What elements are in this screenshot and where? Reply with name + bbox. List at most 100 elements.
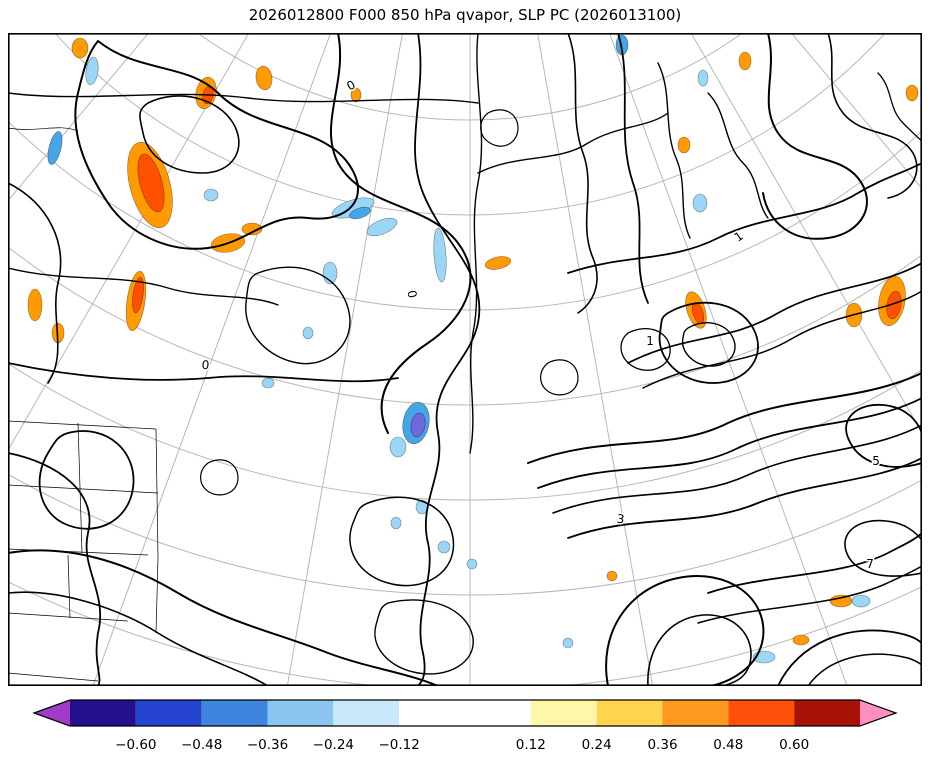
shaded-anomaly-patch (71, 37, 89, 59)
graticule-meridian (92, 33, 332, 686)
colorbar-tick-label: −0.24 (313, 737, 354, 753)
plot-title: 2026012800 F000 850 hPa qvapor, SLP PC (… (248, 6, 682, 24)
contour-label: 7 (866, 557, 874, 571)
shaded-anomaly-patch (484, 256, 512, 270)
slp-contour (620, 328, 671, 371)
slp-contour (477, 112, 669, 174)
shaded-anomaly-patch (692, 193, 708, 213)
shaded-anomaly-patch (241, 222, 263, 236)
slp-contour (844, 519, 922, 577)
slp-contour (658, 301, 759, 384)
graticule-meridian (8, 33, 150, 202)
slp-contour (657, 62, 691, 239)
shaded-anomaly-patch (85, 56, 99, 86)
shaded-anomaly-patch (390, 516, 402, 530)
slp-contour (8, 92, 479, 104)
contour-label: 3 (616, 512, 626, 527)
slp-contour (567, 457, 922, 539)
colorbar-segment (596, 700, 663, 726)
slp-contour (8, 182, 62, 384)
shaded-anomaly-patch (349, 206, 371, 220)
shaded-anomaly-patch (261, 377, 275, 389)
slp-contour (762, 33, 868, 240)
slp-contour (627, 262, 922, 364)
graticule-circle (8, 581, 922, 686)
geo-boundary (8, 127, 79, 132)
shaded-anomaly-patch (255, 65, 273, 91)
slp-contour (330, 33, 472, 434)
shaded-anomaly-patch (350, 87, 362, 103)
graticule-circle (8, 473, 922, 596)
colorbar-right-arrow (860, 700, 896, 726)
graticule-circle (196, 33, 744, 121)
graticule-circle (8, 362, 922, 501)
slp-contour (707, 532, 922, 594)
shaded-anomaly-patch (302, 326, 314, 340)
slp-contour (552, 424, 922, 514)
colorbar-segment (399, 700, 531, 726)
contour-label: 1 (732, 229, 746, 245)
shaded-anomaly-patch (366, 217, 398, 237)
colorbar-tick-label: −0.60 (115, 737, 156, 753)
shaded-anomaly-patch (137, 153, 165, 213)
slp-contour (414, 33, 481, 686)
contour-label: 0 (201, 358, 210, 373)
slp-contour (697, 565, 922, 624)
geo-boundary (8, 612, 129, 622)
graticule-meridian (608, 33, 848, 686)
slp-contour (349, 496, 455, 587)
shaded-anomaly-patch (697, 69, 709, 87)
slp-contour (8, 452, 102, 686)
shaded-anomaly-patch (389, 436, 407, 458)
slp-contour (877, 72, 922, 142)
colorbar-tick-label: −0.36 (247, 737, 288, 753)
graticule-meridian (537, 33, 654, 686)
slp-contour (200, 459, 239, 496)
colorbar-tick-label: 0.48 (713, 737, 743, 753)
graticule-circle (8, 33, 922, 686)
contour-label: 1 (646, 334, 654, 348)
geo-boundary (67, 554, 71, 619)
shaded-anomaly-patch (410, 412, 426, 438)
shaded-anomaly-patch (792, 634, 810, 646)
geo-boundary (8, 420, 157, 430)
shaded-anomaly-patch (132, 276, 144, 314)
slp-contour (8, 362, 399, 383)
shaded-anomaly-patch (562, 637, 574, 649)
slp-contour (480, 109, 519, 147)
colorbar-segment (201, 700, 268, 726)
shaded-anomaly-patch (437, 540, 451, 554)
shaded-anomaly-patch (203, 188, 219, 202)
slp-contour (374, 599, 474, 675)
geo-boundary (8, 484, 159, 494)
slp-contour (537, 397, 922, 489)
shaded-anomaly-patch (905, 84, 919, 102)
colorbar-segment (728, 700, 795, 726)
colorbar-tick-label: 0.36 (647, 737, 677, 753)
geo-boundary (155, 428, 159, 559)
colorbar-segment (70, 700, 136, 726)
slp-contour (807, 653, 922, 686)
slp-contour (8, 591, 269, 686)
colorbar-left-arrow (34, 700, 70, 726)
graticule-meridian (690, 33, 922, 434)
slp-contour (8, 549, 439, 686)
shaded-anomaly-patch (27, 288, 43, 322)
colorbar-tick-label: 0.12 (516, 737, 546, 753)
slp-contour (707, 92, 769, 219)
slp-contour (38, 430, 135, 530)
shaded-anomaly-patch (466, 558, 478, 570)
slp-contour (8, 267, 279, 306)
shaded-anomaly-patch (677, 136, 691, 154)
shaded-anomaly-patch (886, 290, 902, 320)
slp-contour (139, 95, 240, 174)
slp-contour (777, 629, 922, 686)
shaded-anomaly-patch (47, 131, 63, 165)
slp-contour (827, 33, 918, 199)
slp-contour (567, 33, 598, 314)
colorbar-segment (267, 700, 334, 726)
shaded-anomaly-patch (829, 594, 853, 608)
contour-label: 0 (404, 289, 419, 299)
slp-contour (605, 575, 765, 686)
